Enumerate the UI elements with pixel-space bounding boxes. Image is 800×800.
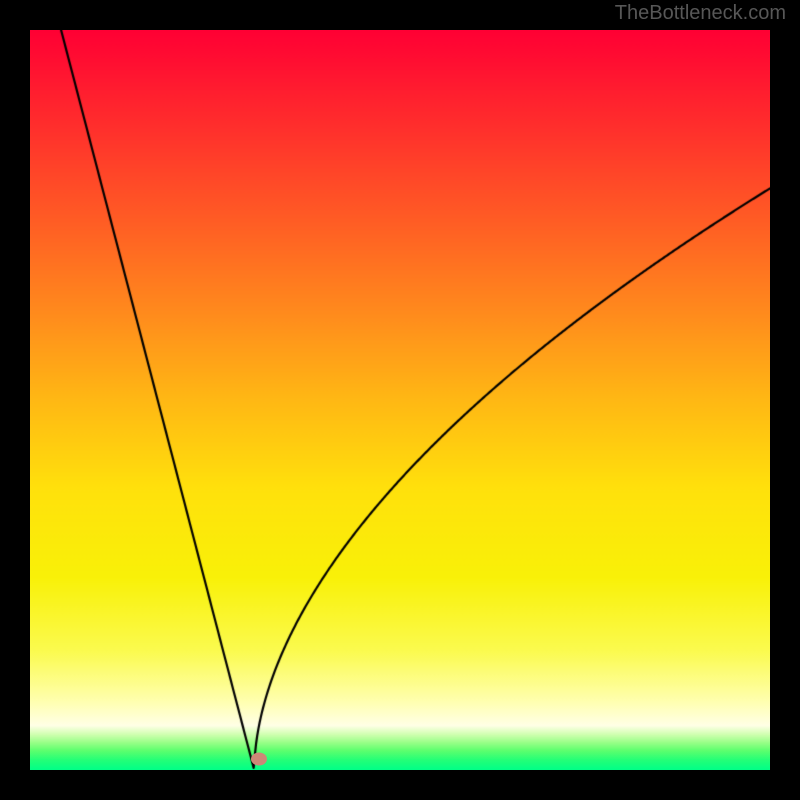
chart-area bbox=[30, 30, 770, 770]
watermark-text: TheBottleneck.com bbox=[615, 2, 786, 25]
bottleneck-curve bbox=[30, 30, 770, 770]
minimum-marker bbox=[251, 752, 267, 765]
